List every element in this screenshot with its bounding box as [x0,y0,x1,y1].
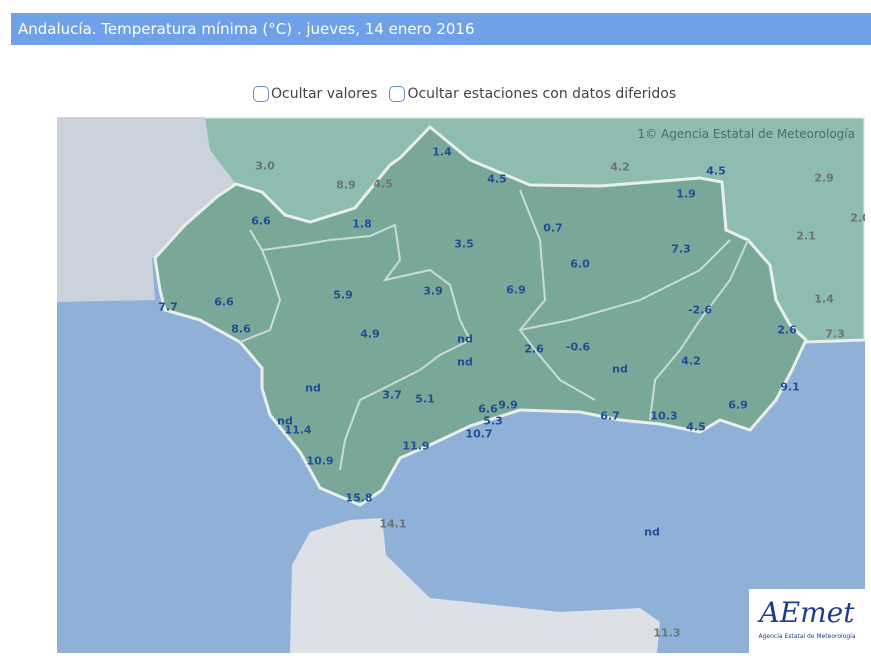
station-value[interactable]: 7.3 [671,242,691,256]
station-value[interactable]: 1.4 [814,292,834,306]
hide-deferred-stations-option[interactable]: Ocultar estaciones con datos diferidos [389,86,676,102]
station-value[interactable]: 14.1 [379,517,407,531]
hide-values-label: Ocultar valores [271,86,378,102]
station-value[interactable]: 6.0 [570,257,590,271]
station-value[interactable]: 1.4 [432,145,452,159]
map-options: Ocultar valores Ocultar estaciones con d… [253,86,684,102]
hide-values-option[interactable]: Ocultar valores [253,86,377,102]
station-value[interactable]: 15.8 [345,491,373,505]
station-value[interactable]: 4.2 [681,354,701,368]
logo-wordmark: AEmet [759,596,855,629]
station-value[interactable]: 11.4 [284,423,312,437]
temperature-map[interactable]: 1© Agencia Estatal de Meteorología 3.0 8.… [57,117,865,653]
province-border [239,229,282,343]
map-attribution: 1© Agencia Estatal de Meteorología [638,127,855,141]
province-border [649,239,749,421]
station-value[interactable]: 3.9 [423,284,443,298]
station-value[interactable]: 8.9 [336,178,356,192]
station-value[interactable]: 5.3 [483,414,503,428]
station-value[interactable]: 4.5 [686,420,706,434]
station-value[interactable]: 7.3 [825,327,845,341]
station-value[interactable]: 6.9 [728,398,748,412]
portugal-area [57,117,236,302]
station-value[interactable]: 1.8 [352,217,372,231]
station-value[interactable]: 4.5 [706,164,726,178]
station-value[interactable]: 6.6 [478,402,498,416]
attribution-text: Agencia Estatal de Meteorología [661,127,855,141]
province-border [519,239,731,331]
station-value[interactable]: 10.7 [465,427,493,441]
page-title: Andalucía. Temperatura mínima (°C) . jue… [11,13,871,45]
logo-subtitle: Agencia Estatal de Meteorología [758,633,856,640]
station-value[interactable]: nd [457,332,473,346]
hide-deferred-stations-checkbox[interactable] [389,86,406,102]
station-value[interactable]: nd [277,414,293,428]
station-value[interactable]: 11.9 [402,439,430,453]
station-value[interactable]: 8.6 [231,322,251,336]
attribution-prefix: 1© [637,127,658,141]
station-value[interactable]: nd [644,525,660,539]
station-value[interactable]: 6.7 [600,409,620,423]
station-value[interactable]: 10.9 [306,454,334,468]
aemet-logo: AEmet Agencia Estatal de Meteorología [749,589,865,653]
station-value[interactable]: 6.9 [506,283,526,297]
station-value[interactable]: 3.5 [454,237,474,251]
station-value[interactable]: -0.6 [565,340,591,354]
map-geography [57,117,865,653]
station-value[interactable]: nd [612,362,628,376]
station-value[interactable]: -2.6 [687,303,713,317]
station-value[interactable]: nd [457,355,473,369]
station-value[interactable]: 11.3 [653,626,681,640]
station-value[interactable]: 2.0 [850,211,865,225]
station-value[interactable]: 2.6 [524,342,544,356]
station-value[interactable]: 6.6 [214,295,234,309]
station-value[interactable]: nd [305,381,321,395]
station-value[interactable]: 0.7 [543,221,563,235]
station-value[interactable]: 4.2 [610,160,630,174]
andalucia-area [153,124,808,507]
station-value[interactable]: 7.7 [158,300,178,314]
africa-area [290,518,660,653]
station-value[interactable]: 2.9 [814,171,834,185]
hide-deferred-stations-label: Ocultar estaciones con datos diferidos [407,86,677,102]
station-value[interactable]: 4.5 [487,172,507,186]
station-value[interactable]: 10.3 [650,409,678,423]
station-value[interactable]: 3.7 [382,388,402,402]
station-value[interactable]: 5.1 [415,392,435,406]
province-border [261,223,472,471]
station-value[interactable]: 9.1 [780,380,800,394]
station-value[interactable]: 2.1 [796,229,816,243]
station-value[interactable]: 4.9 [360,327,380,341]
hide-values-checkbox[interactable] [253,86,269,102]
station-value[interactable]: 6.6 [251,214,271,228]
station-value[interactable]: 5.9 [333,288,353,302]
station-value[interactable]: 2.6 [777,323,797,337]
station-value[interactable]: 4.5 [373,177,393,191]
station-value[interactable]: 3.0 [255,159,275,173]
station-value[interactable]: 1.9 [676,187,696,201]
station-value[interactable]: 9.9 [498,398,518,412]
